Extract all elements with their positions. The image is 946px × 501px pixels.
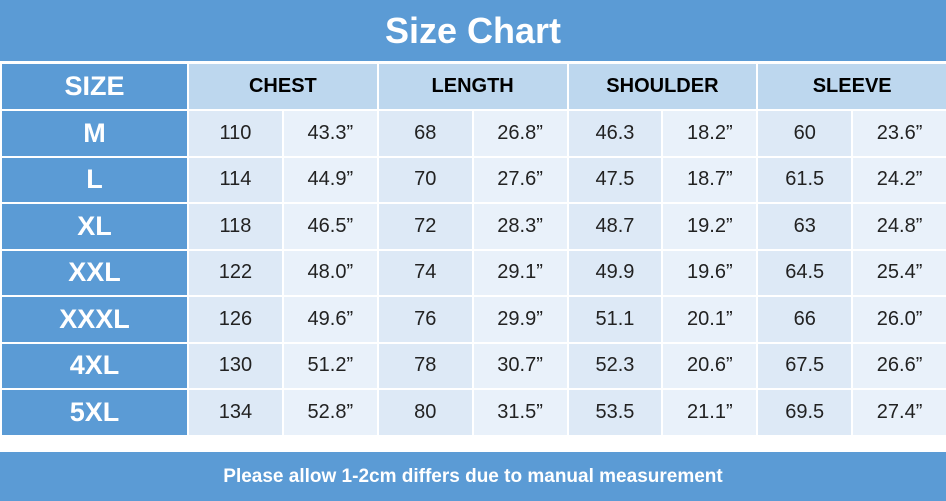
column-header: LENGTH (376, 62, 569, 111)
measurement: 72 (376, 202, 474, 251)
measurement: 74 (376, 248, 474, 297)
measurement: 63 (756, 202, 854, 251)
measurement: 43.3” (281, 109, 379, 158)
measurement: 26.8” (471, 109, 569, 158)
size-label: XXL (0, 248, 189, 297)
column-header: SLEEVE (756, 62, 946, 111)
measurement: 24.8” (851, 202, 946, 251)
measurement: 70 (376, 155, 474, 204)
size-row: L 114 44.9” 70 27.6” 47.5 18.7” 61.5 24.2” (0, 155, 946, 204)
measurement: 118 (187, 202, 284, 251)
measurement: 52.3 (566, 341, 664, 390)
measurement: 20.6” (661, 341, 759, 390)
measurement: 26.6” (851, 341, 946, 390)
size-row: 4XL 130 51.2” 78 30.7” 52.3 20.6” 67.5 26.6” (0, 341, 946, 390)
measurement: 49.6” (281, 295, 379, 344)
measurement: 51.1 (566, 295, 664, 344)
column-header: SIZE (0, 62, 189, 111)
measurement: 28.3” (471, 202, 569, 251)
measurement: 67.5 (756, 341, 854, 390)
size-row: XL 118 46.5” 72 28.3” 48.7 19.2” 63 24.8” (0, 202, 946, 251)
measurement: 130 (187, 341, 284, 390)
measurement: 68 (376, 109, 474, 158)
measurement: 126 (187, 295, 284, 344)
measurement: 31.5” (471, 388, 569, 437)
measurement: 69.5 (756, 388, 854, 437)
table-body: M 110 43.3” 68 26.8” 46.3 18.2” 60 23.6” L 114 44.9… (0, 109, 946, 437)
measurement: 78 (376, 341, 474, 390)
measurement: 27.4” (851, 388, 946, 437)
size-row: XXXL 126 49.6” 76 29.9” 51.1 20.1” 66 26.0” (0, 295, 946, 344)
measurement: 21.1” (661, 388, 759, 437)
size-label: M (0, 109, 189, 158)
measurement: 25.4” (851, 248, 946, 297)
size-label: XL (0, 202, 189, 251)
footer-note: Please allow 1-2cm differs due to manual… (0, 452, 946, 501)
measurement: 18.2” (661, 109, 759, 158)
measurement: 19.6” (661, 248, 759, 297)
measurement: 66 (756, 295, 854, 344)
measurement: 48.0” (281, 248, 379, 297)
measurement: 49.9 (566, 248, 664, 297)
measurement: 60 (756, 109, 854, 158)
measurement: 44.9” (281, 155, 379, 204)
measurement: 52.8” (281, 388, 379, 437)
measurement: 19.2” (661, 202, 759, 251)
measurement: 29.9” (471, 295, 569, 344)
title: Size Chart (0, 0, 946, 62)
size-row: 5XL 134 52.8” 80 31.5” 53.5 21.1” 69.5 27.4” (0, 388, 946, 437)
column-header: SHOULDER (566, 62, 759, 111)
measurement: 110 (187, 109, 284, 158)
measurement: 23.6” (851, 109, 946, 158)
measurement: 61.5 (756, 155, 854, 204)
measurement: 24.2” (851, 155, 946, 204)
measurement: 64.5 (756, 248, 854, 297)
measurement: 114 (187, 155, 284, 204)
size-table: SIZE CHEST LENGTH SHOULDER SLEEVE M 110 43.3” 6… (0, 62, 946, 437)
size-label: XXXL (0, 295, 189, 344)
measurement: 29.1” (471, 248, 569, 297)
measurement: 46.5” (281, 202, 379, 251)
header-row: SIZE CHEST LENGTH SHOULDER SLEEVE (0, 62, 946, 111)
measurement: 47.5 (566, 155, 664, 204)
measurement: 18.7” (661, 155, 759, 204)
measurement: 51.2” (281, 341, 379, 390)
measurement: 48.7 (566, 202, 664, 251)
measurement: 122 (187, 248, 284, 297)
size-row: M 110 43.3” 68 26.8” 46.3 18.2” 60 23.6” (0, 109, 946, 158)
measurement: 80 (376, 388, 474, 437)
measurement: 76 (376, 295, 474, 344)
size-label: L (0, 155, 189, 204)
measurement: 134 (187, 388, 284, 437)
measurement: 27.6” (471, 155, 569, 204)
measurement: 26.0” (851, 295, 946, 344)
measurement: 53.5 (566, 388, 664, 437)
measurement: 46.3 (566, 109, 664, 158)
size-row: XXL 122 48.0” 74 29.1” 49.9 19.6” 64.5 25.4” (0, 248, 946, 297)
size-label: 4XL (0, 341, 189, 390)
column-header: CHEST (187, 62, 379, 111)
measurement: 20.1” (661, 295, 759, 344)
measurement: 30.7” (471, 341, 569, 390)
size-label: 5XL (0, 388, 189, 437)
